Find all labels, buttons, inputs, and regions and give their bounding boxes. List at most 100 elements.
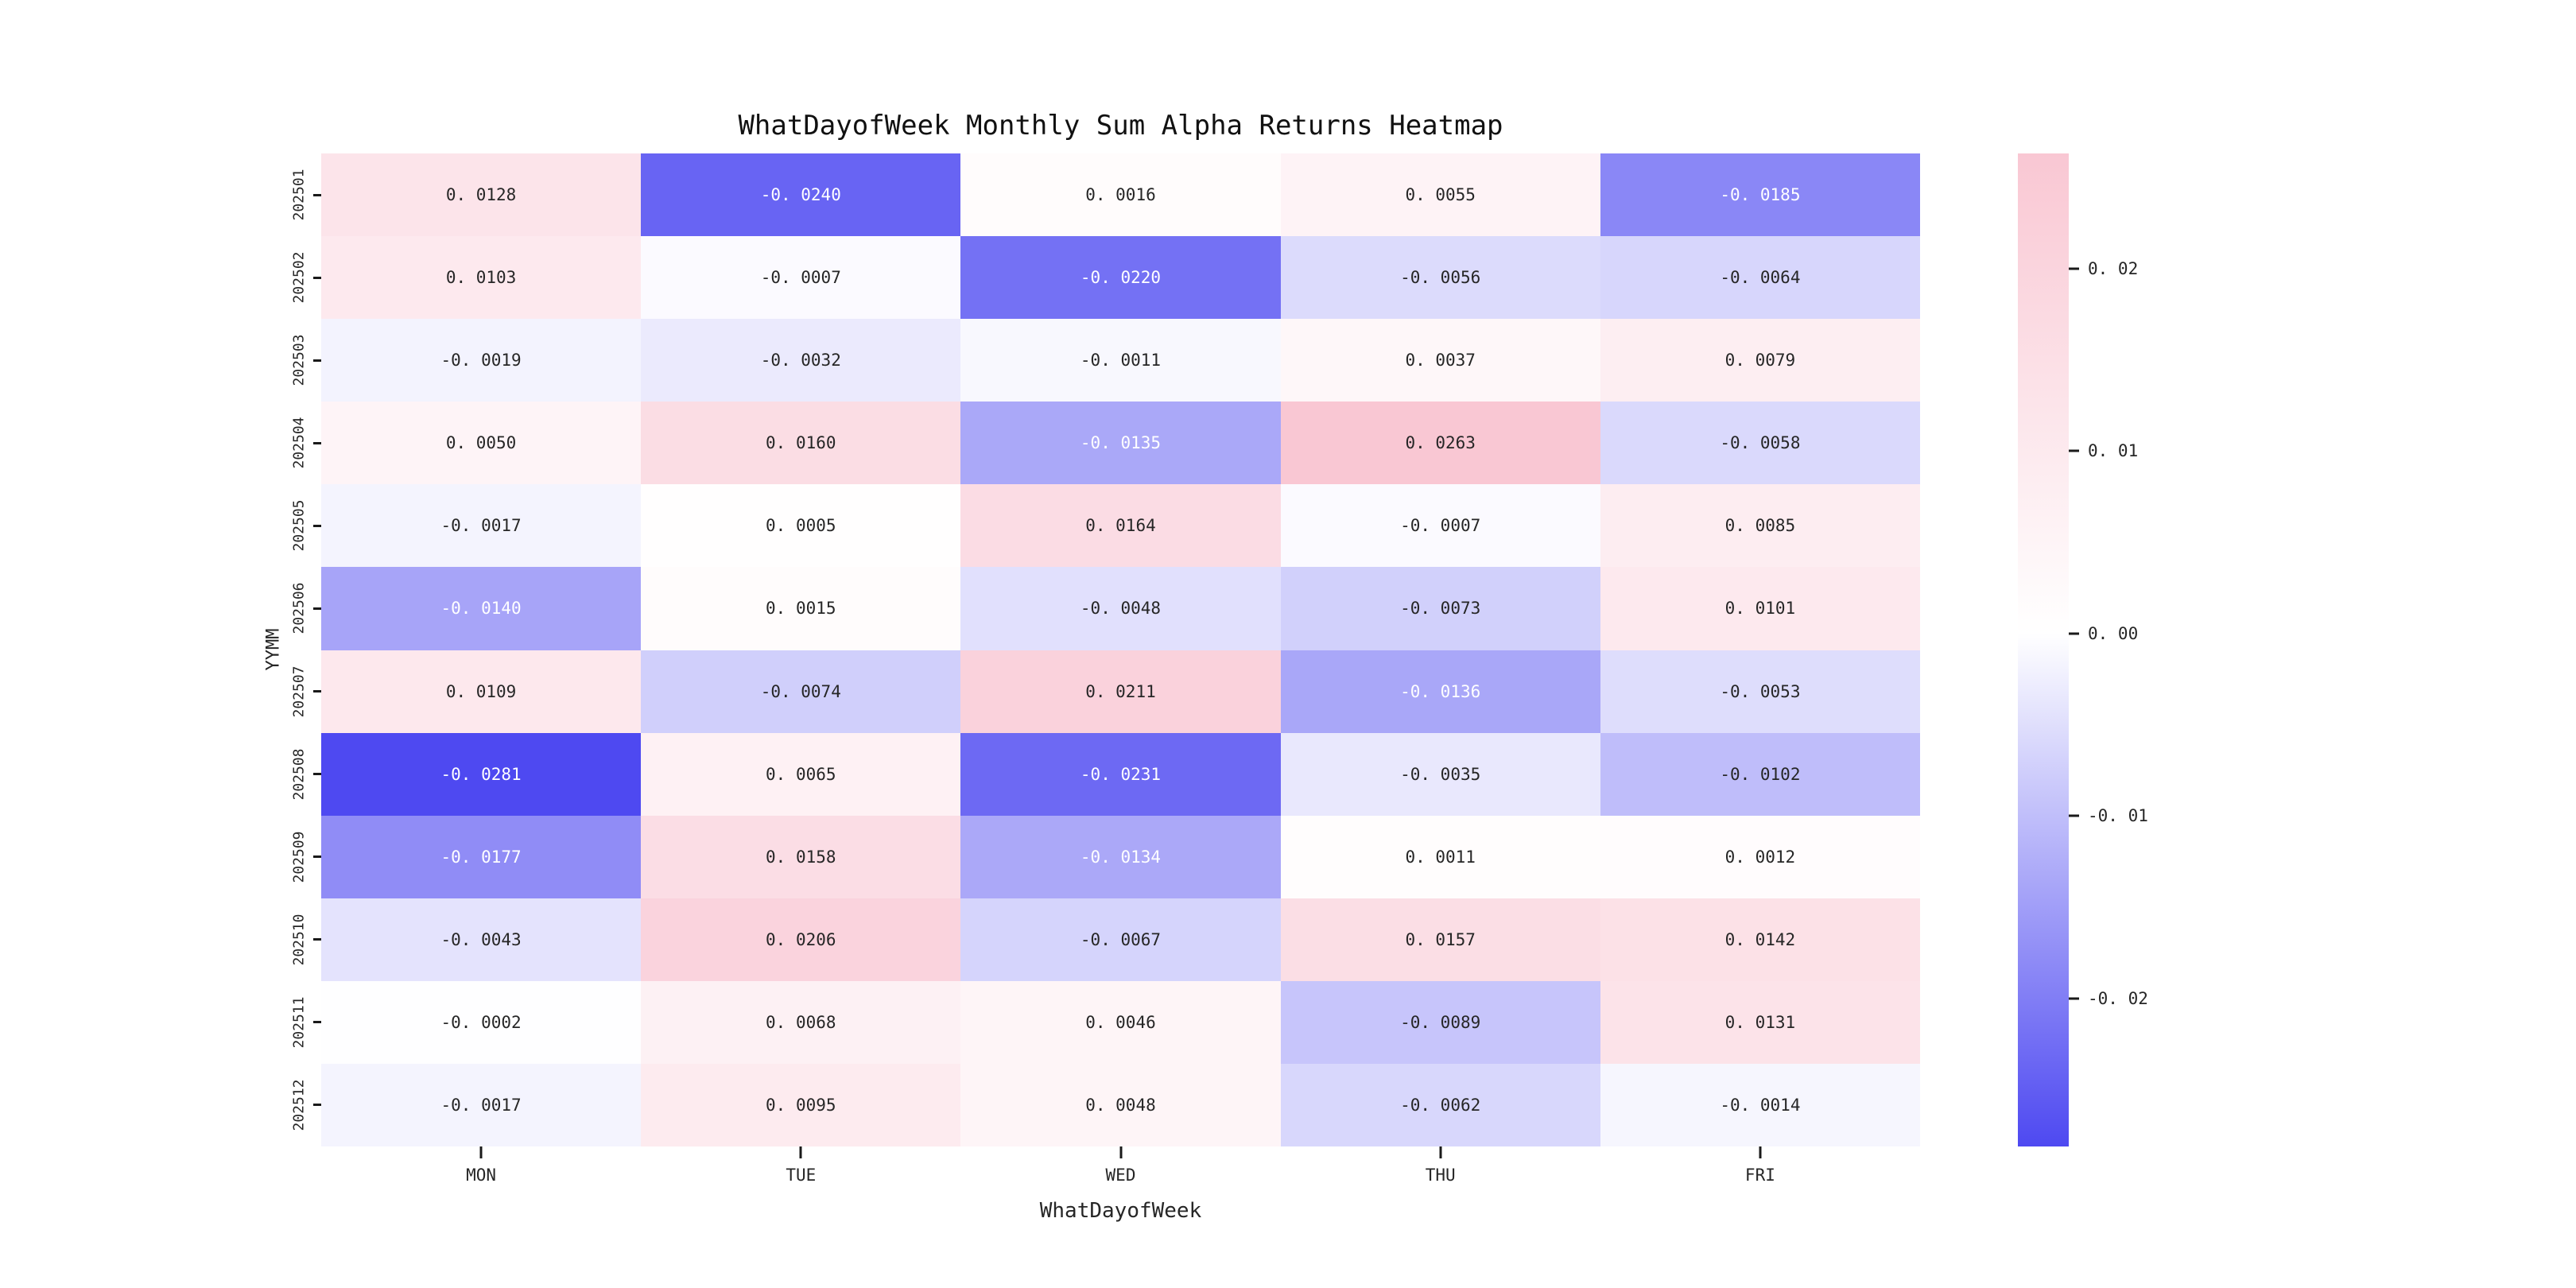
heatmap-cell: -0. 0062	[1280, 1063, 1600, 1146]
y-tick-mark	[313, 938, 321, 941]
heatmap-cell: 0. 0011	[1280, 815, 1600, 898]
colorbar-tick-mark	[2069, 267, 2079, 270]
y-tick-label: 202502	[290, 251, 308, 304]
heatmap-cell: 0. 0128	[321, 153, 642, 237]
x-tick-label: WED	[1105, 1166, 1136, 1185]
heatmap-cell: -0. 0136	[1280, 650, 1600, 733]
y-tick-mark	[313, 276, 321, 279]
heatmap-cell: -0. 0035	[1280, 732, 1600, 816]
y-tick-label: 202506	[290, 582, 308, 634]
y-tick-mark	[313, 1021, 321, 1024]
heatmap-cell: 0. 0263	[1280, 402, 1600, 485]
heatmap-cell: -0. 0056	[1280, 236, 1600, 320]
heatmap-cell: 0. 0211	[960, 650, 1281, 733]
heatmap-cell: 0. 0206	[641, 898, 961, 981]
x-tick-label: THU	[1425, 1166, 1456, 1185]
heatmap-cell: 0. 0131	[1600, 980, 1920, 1064]
heatmap-cell: 0. 0012	[1600, 815, 1920, 898]
y-tick-mark	[313, 1104, 321, 1107]
x-tick-mark	[1759, 1146, 1762, 1158]
colorbar-tick-mark	[2069, 814, 2079, 817]
heatmap-cell: -0. 0053	[1600, 650, 1920, 733]
heatmap-cell: 0. 0103	[321, 236, 642, 320]
x-tick-mark	[1439, 1146, 1442, 1158]
y-tick-label: 202508	[290, 748, 308, 801]
colorbar-tick-label: 0. 00	[2088, 623, 2139, 643]
colorbar-tick-label: -0. 01	[2088, 806, 2148, 826]
heatmap-cell: 0. 0055	[1280, 153, 1600, 237]
heatmap-cell: -0. 0240	[641, 153, 961, 237]
heatmap-cell: -0. 0177	[321, 815, 642, 898]
y-tick-label: 202509	[290, 831, 308, 883]
y-tick-mark	[313, 524, 321, 527]
heatmap-cell: -0. 0185	[1600, 153, 1920, 237]
colorbar-tick-label: 0. 01	[2088, 441, 2139, 461]
heatmap-cell: 0. 0065	[641, 732, 961, 816]
heatmap-cell: 0. 0037	[1280, 319, 1600, 402]
heatmap-cell: 0. 0101	[1600, 567, 1920, 650]
heatmap-cell: -0. 0135	[960, 402, 1281, 485]
heatmap-cell: 0. 0158	[641, 815, 961, 898]
heatmap-cell: 0. 0085	[1600, 484, 1920, 568]
y-tick-label: 202501	[290, 169, 308, 221]
heatmap-cell: -0. 0220	[960, 236, 1281, 320]
heatmap-cell: -0. 0019	[321, 319, 642, 402]
heatmap-cell: -0. 0002	[321, 980, 642, 1064]
chart-title: WhatDayofWeek Monthly Sum Alpha Returns …	[738, 110, 1503, 142]
heatmap-cell: -0. 0048	[960, 567, 1281, 650]
y-tick-mark	[313, 773, 321, 776]
y-tick-label: 202510	[290, 914, 308, 966]
heatmap-grid: 0. 0128 -0. 0240 0. 0016 0. 0055 -0. 0185 0. …	[321, 153, 1920, 1146]
heatmap-cell: 0. 0005	[641, 484, 961, 568]
heatmap-cell: -0. 0032	[641, 319, 961, 402]
heatmap-cell: -0. 0058	[1600, 402, 1920, 485]
heatmap-cell: 0. 0079	[1600, 319, 1920, 402]
heatmap-cell: -0. 0073	[1280, 567, 1600, 650]
heatmap-cell: -0. 0011	[960, 319, 1281, 402]
heatmap-cell: 0. 0046	[960, 980, 1281, 1064]
heatmap-cell: -0. 0017	[321, 1063, 642, 1146]
y-tick-mark	[313, 359, 321, 362]
heatmap-cell: 0. 0095	[641, 1063, 961, 1146]
heatmap-cell: -0. 0043	[321, 898, 642, 981]
heatmap-cell: -0. 0074	[641, 650, 961, 733]
x-tick-label: TUE	[786, 1166, 817, 1185]
y-tick-mark	[313, 690, 321, 693]
heatmap-cell: 0. 0142	[1600, 898, 1920, 981]
heatmap-cell: 0. 0068	[641, 980, 961, 1064]
heatmap-cell: -0. 0064	[1600, 236, 1920, 320]
heatmap-cell: -0. 0102	[1600, 732, 1920, 816]
x-tick-mark	[1119, 1146, 1122, 1158]
colorbar-tick-label: -0. 02	[2088, 989, 2148, 1009]
heatmap-cell: 0. 0015	[641, 567, 961, 650]
heatmap-cell: 0. 0160	[641, 402, 961, 485]
x-tick-mark	[799, 1146, 802, 1158]
heatmap-cell: 0. 0157	[1280, 898, 1600, 981]
x-tick-mark	[479, 1146, 483, 1158]
heatmap-cell: -0. 0014	[1600, 1063, 1920, 1146]
heatmap-cell: -0. 0231	[960, 732, 1281, 816]
x-tick-label: MON	[466, 1166, 497, 1185]
colorbar-tick-mark	[2069, 632, 2079, 635]
colorbar-tick-label: 0. 02	[2088, 258, 2139, 278]
y-tick-label: 202505	[290, 499, 308, 552]
y-tick-mark	[313, 607, 321, 610]
y-tick-label: 202511	[290, 996, 308, 1049]
heatmap-cell: -0. 0089	[1280, 980, 1600, 1064]
y-tick-mark	[313, 441, 321, 444]
heatmap-cell: 0. 0050	[321, 402, 642, 485]
heatmap-cell: 0. 0164	[960, 484, 1281, 568]
heatmap-cell: -0. 0140	[321, 567, 642, 650]
y-tick-label: 202512	[290, 1079, 308, 1131]
y-tick-label: 202507	[290, 665, 308, 718]
heatmap-cell: -0. 0007	[1280, 484, 1600, 568]
heatmap-cell: -0. 0067	[960, 898, 1281, 981]
heatmap-cell: -0. 0017	[321, 484, 642, 568]
heatmap-cell: 0. 0048	[960, 1063, 1281, 1146]
y-tick-label: 202503	[290, 334, 308, 386]
x-tick-label: FRI	[1744, 1166, 1775, 1185]
colorbar	[2018, 153, 2069, 1146]
colorbar-tick-mark	[2069, 449, 2079, 452]
y-tick-mark	[313, 855, 321, 859]
y-tick-mark	[313, 193, 321, 196]
